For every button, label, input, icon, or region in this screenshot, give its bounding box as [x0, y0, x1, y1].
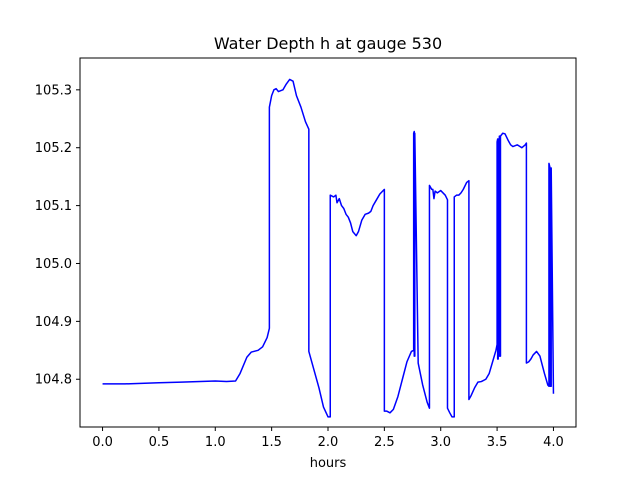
x-tick-label: 4.0	[543, 435, 564, 450]
x-tick-label: 1.0	[205, 435, 226, 450]
chart-title: Water Depth h at gauge 530	[214, 34, 442, 53]
x-tick-label: 2.5	[374, 435, 395, 450]
y-tick-label: 105.3	[35, 83, 72, 98]
y-tick-label: 105.0	[35, 257, 72, 272]
x-tick-label: 3.5	[487, 435, 508, 450]
x-tick-label: 2.0	[318, 435, 339, 450]
x-tick-label: 1.5	[261, 435, 282, 450]
x-tick-label: 0.5	[149, 435, 170, 450]
y-tick-label: 104.9	[35, 315, 72, 330]
y-axis-ticks: 104.8 104.9 105.0 105.1 105.2 105.3	[35, 83, 80, 388]
x-tick-label: 3.0	[430, 435, 451, 450]
x-axis-title: hours	[310, 456, 347, 471]
series-line-0	[102, 78, 555, 418]
x-tick-label: 0.0	[92, 435, 113, 450]
x-axis-ticks: 0.0 0.5 1.0 1.5 2.0 2.5 3.0 3.5 4.0	[92, 427, 564, 450]
axes-frame	[79, 57, 577, 428]
y-tick-label: 104.8	[35, 373, 72, 388]
plot-area	[102, 78, 555, 418]
y-tick-label: 105.1	[35, 199, 72, 214]
y-tick-label: 105.2	[35, 141, 72, 156]
